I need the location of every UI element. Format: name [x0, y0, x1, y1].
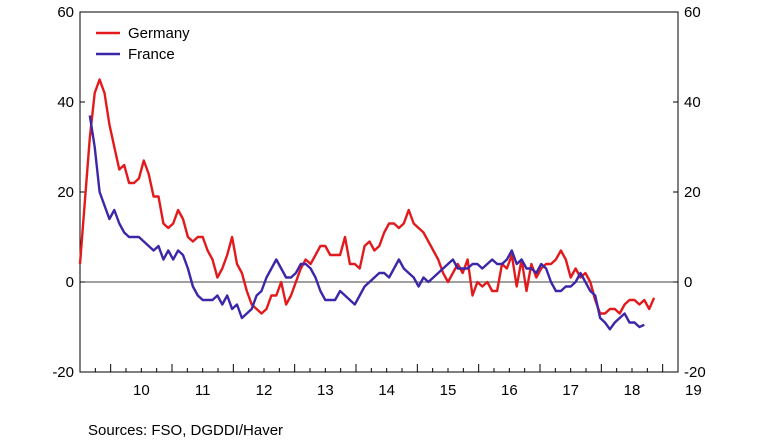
series-line-france — [88, 115, 645, 331]
x-tick-label: 13 — [317, 382, 334, 399]
y-tick-label-right: -20 — [684, 364, 706, 381]
x-tick-label: 15 — [440, 382, 457, 399]
x-tick-label: 14 — [378, 382, 395, 399]
source-note: Sources: FSO, DGDDI/Haver — [88, 422, 284, 439]
y-tick-label-left: 0 — [66, 274, 74, 291]
y-tick-label-right: 40 — [684, 94, 701, 111]
y-axis-left: -20 0 20 40 60 — [52, 4, 85, 381]
legend-label-germany: Germany — [128, 25, 190, 42]
x-tick-label: 12 — [256, 382, 273, 399]
x-tick-label: 16 — [501, 382, 518, 399]
x-tick-label: 17 — [562, 382, 579, 399]
y-tick-label-left: -20 — [52, 364, 74, 381]
y-tick-label-right: 0 — [684, 274, 692, 291]
series-line-germany — [78, 78, 656, 315]
y-tick-label-right: 20 — [684, 184, 701, 201]
y-axis-right: -20 0 20 40 60 — [673, 4, 706, 381]
x-tick-label: 18 — [624, 382, 641, 399]
x-tick-label: 11 — [195, 382, 211, 399]
x-tick-label: 10 — [133, 382, 150, 399]
y-tick-label-left: 20 — [57, 184, 74, 201]
legend-label-france: France — [128, 46, 175, 63]
legend: Germany France — [96, 25, 190, 63]
series-layer — [78, 78, 656, 331]
y-tick-label-left: 60 — [57, 4, 74, 21]
x-axis: 10 11 12 13 14 15 16 17 18 19 — [79, 364, 702, 399]
plot-area — [79, 11, 679, 373]
y-tick-label-left: 40 — [57, 94, 74, 111]
y-tick-label-right: 60 — [684, 4, 701, 21]
x-tick-label: 19 — [685, 382, 702, 399]
